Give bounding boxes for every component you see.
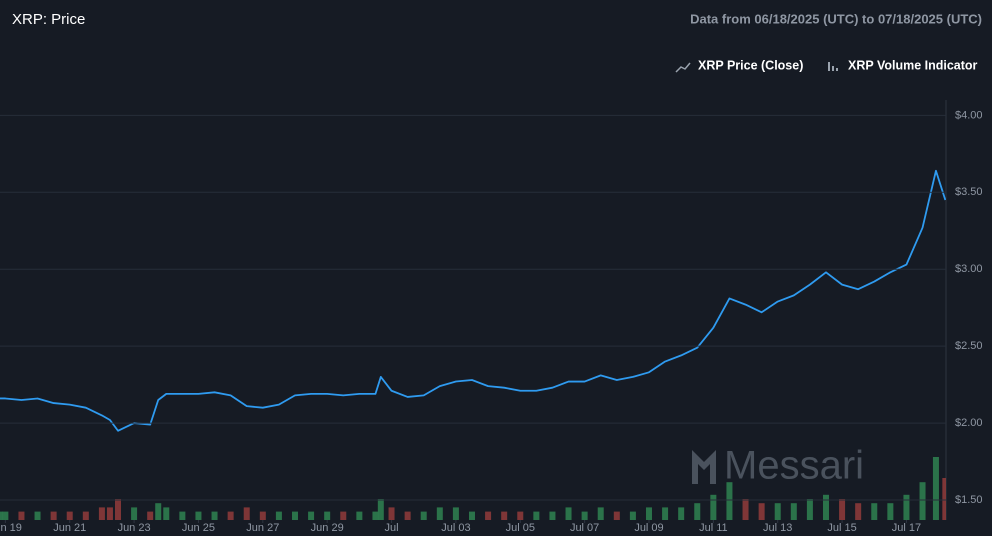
volume-bar — [485, 511, 492, 520]
x-tick-label: Jul — [385, 522, 399, 534]
volume-bar — [887, 503, 894, 520]
watermark: Messari — [692, 444, 864, 488]
volume-bar — [533, 511, 540, 520]
volume-bar — [517, 511, 524, 520]
volume-bar — [275, 511, 282, 520]
volume-bar — [629, 511, 636, 520]
legend-icon-line — [675, 62, 691, 73]
y-tick-label: $3.50 — [955, 186, 983, 198]
volume-bar — [742, 499, 749, 520]
volume-bar — [839, 499, 846, 520]
x-tick-label: Jun 23 — [118, 522, 151, 534]
x-tick-label: Jun 21 — [53, 522, 86, 534]
x-tick-label: Jun 29 — [311, 522, 344, 534]
volume-bar — [758, 503, 765, 520]
volume-bar — [452, 507, 459, 520]
legend-icon-bars — [828, 62, 838, 71]
volume-bar — [340, 511, 347, 520]
legend: XRP Price (Close) XRP Volume Indicator — [675, 58, 978, 73]
volume-bar — [694, 503, 701, 520]
volume-bar — [98, 507, 105, 520]
volume-bar — [163, 507, 170, 520]
volume-bar — [597, 507, 604, 520]
volume-bar — [436, 507, 443, 520]
volume-bar — [372, 511, 379, 520]
x-tick-label: Jun 27 — [246, 522, 279, 534]
volume-bar — [82, 511, 89, 520]
x-tick-label: Jul 03 — [441, 522, 470, 534]
volume-bar — [34, 511, 41, 520]
volume-bar — [726, 482, 733, 520]
volume-bar — [501, 511, 508, 520]
volume-bar — [420, 511, 427, 520]
y-tick-label: $4.00 — [955, 109, 983, 121]
volume-bar — [18, 511, 25, 520]
volume-bar — [2, 511, 9, 520]
watermark-text: Messari — [724, 444, 864, 488]
legend-label[interactable]: XRP Volume Indicator — [848, 58, 978, 72]
x-tick-label: Jul 17 — [892, 522, 921, 534]
x-tick-label: Jun 19 — [0, 522, 22, 534]
x-tick-label: Jul 09 — [634, 522, 663, 534]
volume-bar — [645, 507, 652, 520]
price-line — [0, 169, 946, 432]
volume-bar — [356, 511, 363, 520]
x-tick-label: Jul 05 — [506, 522, 535, 534]
x-tick-label: Jul 15 — [827, 522, 856, 534]
volume-bar — [114, 499, 121, 520]
volume-bar — [308, 511, 315, 520]
volume-bar — [324, 511, 331, 520]
volume-bar — [147, 511, 154, 520]
volume-bar — [243, 507, 250, 520]
volume-bar — [678, 507, 685, 520]
x-tick-label: Jun 25 — [182, 522, 215, 534]
x-tick-label: Jul 13 — [763, 522, 792, 534]
volume-bar — [710, 494, 717, 520]
volume-bar — [790, 503, 797, 520]
x-tick-label: Jul 11 — [699, 522, 728, 534]
volume-bar — [903, 494, 910, 520]
volume-bar — [581, 511, 588, 520]
volume-bar — [131, 507, 138, 520]
y-tick-label: $1.50 — [955, 494, 983, 506]
volume-bar — [195, 511, 202, 520]
legend-label[interactable]: XRP Price (Close) — [698, 58, 803, 72]
volume-bar — [855, 503, 862, 520]
volume-bar — [259, 511, 266, 520]
volume-bar — [106, 507, 113, 520]
volume-bar — [806, 499, 813, 520]
volume-bar — [0, 511, 3, 520]
volume-bar — [774, 503, 781, 520]
volume-bar — [662, 507, 669, 520]
volume-bar — [565, 507, 572, 520]
volume-bar — [822, 494, 829, 520]
y-tick-label: $2.00 — [955, 417, 983, 429]
volume-bar — [388, 507, 395, 520]
plot-area — [0, 169, 946, 520]
volume-bar — [932, 457, 939, 520]
volume-bar — [291, 511, 298, 520]
volume-bar — [179, 511, 186, 520]
y-tick-label: $3.00 — [955, 263, 983, 275]
volume-bar — [404, 511, 411, 520]
volume-bar — [942, 478, 946, 520]
volume-bar — [468, 511, 475, 520]
x-tick-label: Jul 07 — [570, 522, 599, 534]
volume-bar — [377, 499, 384, 520]
y-tick-label: $2.50 — [955, 340, 983, 352]
volume-bar — [919, 482, 926, 520]
volume-bar — [66, 511, 73, 520]
volume-bar — [227, 511, 234, 520]
volume-bar — [549, 511, 556, 520]
volume-bar — [155, 503, 162, 520]
volume-bar — [613, 511, 620, 520]
volume-bar — [211, 511, 218, 520]
chart-subtitle: Data from 06/18/2025 (UTC) to 07/18/2025… — [690, 11, 982, 26]
chart-title: XRP: Price — [12, 11, 85, 28]
volume-bar — [50, 511, 57, 520]
volume-bar — [871, 503, 878, 520]
